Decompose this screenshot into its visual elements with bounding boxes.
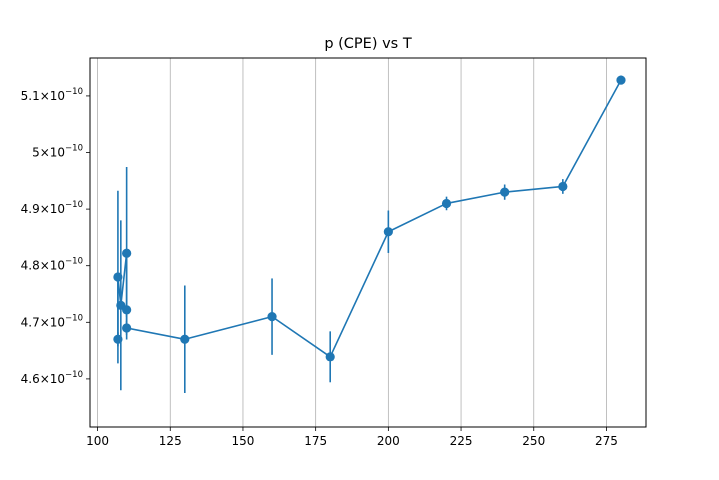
y-tick-label: 5.1×10−10 [21, 87, 83, 103]
x-tick-label: 275 [595, 434, 618, 448]
y-tick-label: 4.8×10−10 [21, 257, 83, 273]
data-point [616, 75, 626, 85]
series-line [117, 79, 622, 358]
y-tick-label: 4.9×10−10 [21, 200, 83, 216]
plot-frame [89, 57, 647, 428]
y-tick-label: 5×10−10 [32, 144, 83, 160]
x-tick-label: 225 [450, 434, 473, 448]
data-point [500, 187, 510, 197]
data-point [558, 181, 568, 192]
data-point [267, 312, 277, 322]
data-point [113, 272, 123, 282]
data-point [441, 198, 452, 209]
x-tick-label: 150 [232, 434, 255, 448]
x-tick-label: 200 [377, 434, 400, 448]
x-tick-label: 125 [159, 434, 182, 448]
chart-title: p (CPE) vs T [324, 36, 412, 52]
x-tick-label: 100 [86, 434, 109, 448]
y-tick-label: 4.6×10−10 [21, 370, 83, 386]
data-point [122, 323, 132, 333]
y-tick-label: 4.7×10−10 [21, 313, 83, 329]
x-tick-label: 250 [522, 434, 545, 448]
x-tick-label: 175 [304, 434, 327, 448]
data-point [325, 352, 335, 362]
data-point [122, 248, 132, 258]
series [113, 75, 626, 394]
data-point [113, 334, 123, 344]
data-point [383, 227, 393, 237]
data-point [122, 305, 132, 315]
data-point [180, 334, 190, 344]
axes: 100 125 150 175 200 225 250 275 4.6×10−10 4.7×10−… [21, 87, 618, 448]
